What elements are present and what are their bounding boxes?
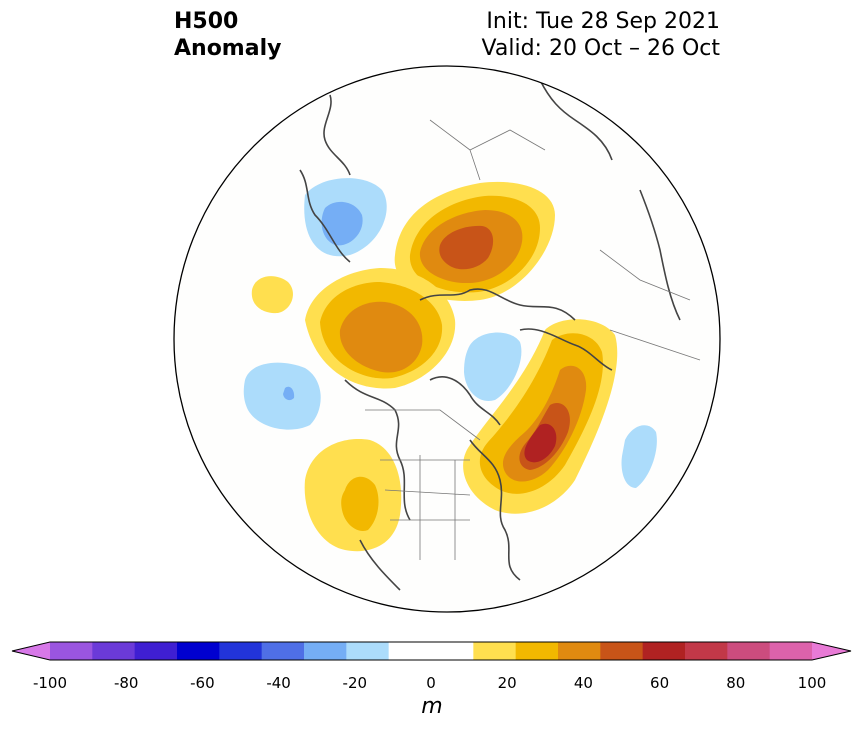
colorbar-segment bbox=[515, 642, 559, 660]
colorbar-segment bbox=[558, 642, 601, 660]
title-line-2: Anomaly bbox=[174, 36, 282, 61]
colorbar-tick-label: -20 bbox=[342, 674, 368, 692]
colorbar-segment bbox=[92, 642, 136, 660]
colorbar-tick-label: -80 bbox=[113, 674, 139, 692]
colorbar-segment bbox=[600, 642, 644, 660]
init-date: Init: Tue 28 Sep 2021 bbox=[486, 9, 720, 34]
colorbar-segment bbox=[346, 642, 390, 660]
colorbar-segment bbox=[134, 642, 178, 660]
colorbar-segment bbox=[50, 642, 93, 660]
polar-map bbox=[173, 65, 721, 613]
anomaly-positive-scandinavia bbox=[394, 181, 555, 301]
map-title: H500 Anomaly bbox=[174, 8, 281, 62]
anomaly-positive-west-na bbox=[304, 439, 402, 552]
anomaly-positive-small bbox=[251, 276, 293, 314]
title-line-1: H500 bbox=[174, 9, 239, 34]
colorbar-segments bbox=[50, 642, 813, 660]
anomaly-negative-eastern-europe bbox=[304, 178, 387, 257]
anomaly-fields bbox=[243, 79, 701, 591]
map-boundary bbox=[173, 65, 721, 613]
colorbar-segment bbox=[388, 642, 432, 660]
colorbar-tick-label: 60 bbox=[650, 674, 670, 692]
colorbar-unit: m bbox=[421, 694, 443, 719]
coastlines bbox=[299, 79, 681, 591]
colorbar-segment bbox=[177, 642, 220, 660]
valid-period: Init: Tue 28 Sep 2021 Valid: 20 Oct – 26… bbox=[482, 8, 720, 62]
colorbar-tick-label: -100 bbox=[32, 674, 68, 692]
anomaly-positive-siberia bbox=[305, 268, 456, 389]
colorbar-tick-label: 20 bbox=[497, 674, 517, 692]
anomaly-negative-atlantic bbox=[621, 425, 657, 488]
colorbar-tick-label: 80 bbox=[726, 674, 746, 692]
colorbar-segment bbox=[642, 642, 686, 660]
colorbar-tick-label: 0 bbox=[426, 674, 436, 692]
colorbar-segment bbox=[769, 642, 813, 660]
colorbar bbox=[11, 641, 852, 661]
colorbar-segment bbox=[685, 642, 728, 660]
colorbar-segment bbox=[727, 642, 771, 660]
political-borders bbox=[365, 119, 701, 560]
colorbar-tick-label: 100 bbox=[797, 674, 827, 692]
colorbar-tick-label: -60 bbox=[190, 674, 215, 692]
anomaly-negative-arctic bbox=[464, 332, 522, 401]
anomaly-positive-labrador bbox=[463, 319, 618, 514]
colorbar-under-arrow bbox=[12, 642, 50, 660]
colorbar-over-arrow bbox=[812, 642, 851, 660]
colorbar-tick-label: 40 bbox=[573, 674, 593, 692]
colorbar-outline bbox=[11, 641, 852, 661]
colorbar-segment bbox=[473, 642, 517, 660]
colorbar-segment bbox=[431, 642, 474, 660]
anomaly-negative-kamchatka bbox=[243, 362, 321, 430]
colorbar-tick-label: -40 bbox=[266, 674, 291, 692]
valid-range: Valid: 20 Oct – 26 Oct bbox=[481, 36, 720, 61]
colorbar-segment bbox=[261, 642, 305, 660]
colorbar-segment bbox=[304, 642, 347, 660]
colorbar-segment bbox=[219, 642, 263, 660]
